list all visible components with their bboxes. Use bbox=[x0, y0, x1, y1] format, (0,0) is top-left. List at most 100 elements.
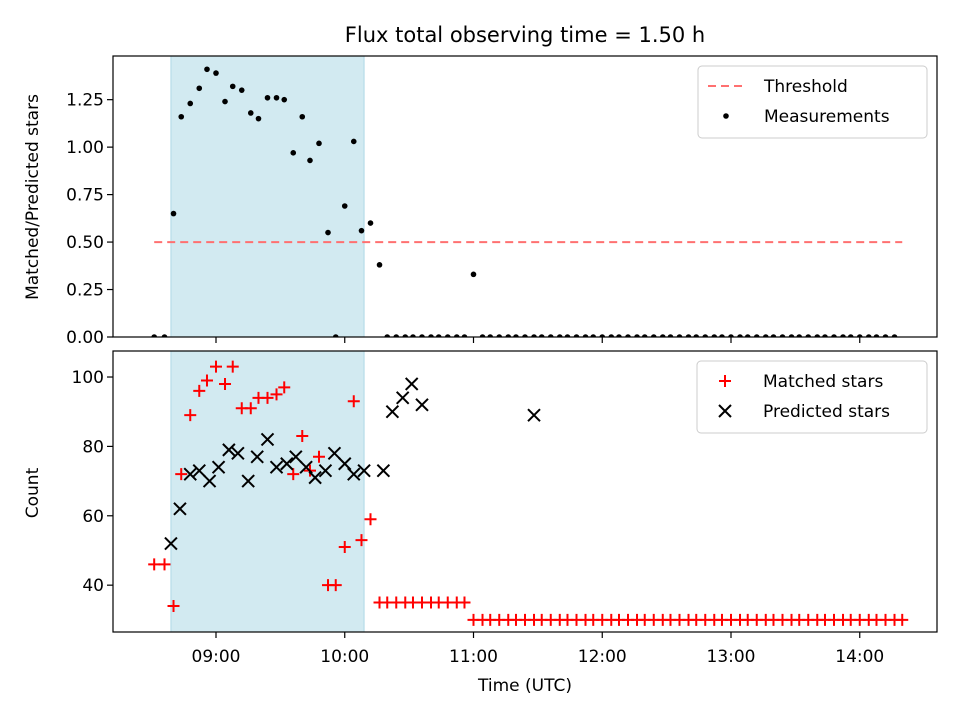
measurements-point bbox=[151, 334, 157, 337]
matched-stars-point bbox=[287, 468, 300, 481]
measurements-point bbox=[650, 334, 657, 337]
y-tick-label: 60 bbox=[82, 507, 104, 527]
measurements-point bbox=[641, 334, 648, 337]
y-tick-label: 100 bbox=[72, 368, 104, 388]
measurements-point bbox=[737, 334, 743, 337]
legend-box bbox=[697, 65, 928, 139]
matched-stars-point bbox=[313, 450, 325, 463]
predicted-stars-point bbox=[280, 457, 294, 471]
predicted-stars-point bbox=[395, 391, 410, 405]
measurements-point bbox=[616, 334, 622, 337]
measurements-point bbox=[290, 150, 297, 156]
x-tick-label: 14:00 bbox=[835, 647, 884, 667]
measurements-point bbox=[779, 334, 786, 337]
measurements-point bbox=[238, 87, 245, 93]
predicted-stars-point bbox=[308, 470, 322, 485]
measurements-point bbox=[247, 110, 254, 116]
measurements-point bbox=[547, 334, 554, 337]
measurements-point bbox=[178, 113, 185, 120]
measurements-point bbox=[341, 203, 348, 209]
legend-swatch-measurements bbox=[723, 113, 729, 119]
matched-stars-point bbox=[278, 381, 291, 394]
matched-stars-point bbox=[270, 388, 283, 401]
measurements-point bbox=[358, 227, 365, 234]
matched-stars-point bbox=[193, 384, 206, 397]
predicted-stars-point bbox=[347, 467, 361, 481]
matched-stars-point bbox=[226, 360, 239, 373]
matched-stars-point bbox=[148, 558, 161, 571]
predicted-stars-point bbox=[183, 467, 197, 481]
measurements-point bbox=[556, 334, 563, 337]
panel-0-frame bbox=[112, 55, 938, 338]
measurements-point bbox=[805, 334, 812, 337]
panel-0-plot-area bbox=[151, 66, 903, 337]
measurements-point bbox=[496, 334, 503, 337]
measurements-point bbox=[281, 96, 288, 103]
measurements-point bbox=[376, 262, 383, 268]
measurements-point bbox=[582, 334, 589, 337]
measurements-point bbox=[865, 334, 872, 337]
matched-stars-point bbox=[458, 596, 471, 609]
panel-1-plot-area bbox=[148, 360, 909, 626]
measurements-point bbox=[161, 334, 168, 337]
x-tick-label: 10:00 bbox=[320, 647, 369, 667]
measurements-point bbox=[840, 334, 846, 337]
measurements-point bbox=[728, 334, 734, 337]
y-tick-label: 0.50 bbox=[66, 233, 104, 253]
y-tick-label: 1.00 bbox=[66, 138, 104, 158]
measurements-point bbox=[599, 334, 606, 337]
measurements-point bbox=[505, 334, 512, 337]
measurements-point bbox=[564, 334, 571, 337]
chart-title: Flux total observing time = 1.50 h bbox=[345, 23, 705, 47]
measurements-point bbox=[814, 334, 821, 337]
measurements-point bbox=[573, 334, 580, 337]
measurements-point bbox=[273, 94, 280, 101]
measurements-point bbox=[435, 334, 442, 337]
measurements-point bbox=[753, 334, 760, 337]
measurements-point bbox=[796, 334, 803, 337]
matched-stars-point bbox=[364, 513, 377, 526]
measurements-point bbox=[307, 157, 313, 164]
measurements-point bbox=[831, 334, 837, 337]
legend-label: Measurements bbox=[764, 107, 890, 127]
predicted-stars-point bbox=[318, 463, 333, 478]
measurements-point bbox=[222, 98, 228, 105]
y-tick-label: 80 bbox=[82, 437, 104, 457]
measurements-point bbox=[325, 229, 331, 236]
legend-label: Threshold bbox=[763, 77, 848, 97]
measurements-point bbox=[693, 334, 700, 337]
predicted-stars-point bbox=[327, 446, 342, 461]
measurements-point bbox=[350, 138, 357, 145]
measurements-point bbox=[719, 334, 725, 337]
measurements-point bbox=[187, 100, 194, 107]
legend-label: Matched stars bbox=[763, 372, 883, 392]
measurements-point bbox=[255, 115, 262, 122]
measurements-point bbox=[608, 334, 615, 337]
measurements-point bbox=[461, 334, 468, 337]
matched-stars-point bbox=[355, 534, 368, 547]
matched-stars-point bbox=[200, 374, 213, 387]
measurements-point bbox=[264, 94, 271, 101]
matched-stars-point bbox=[158, 558, 171, 571]
matched-stars-point bbox=[219, 377, 232, 390]
measurements-point bbox=[299, 113, 306, 120]
measurements-point bbox=[847, 334, 854, 337]
matched-stars-point bbox=[244, 402, 257, 415]
measurements-point bbox=[204, 66, 210, 73]
y-tick-label: 1.25 bbox=[66, 91, 104, 111]
predicted-stars-point bbox=[173, 502, 187, 516]
x-tick-label: 11:00 bbox=[449, 647, 498, 667]
measurements-point bbox=[170, 210, 177, 217]
measurements-point bbox=[367, 220, 374, 226]
measurements-point bbox=[788, 334, 795, 337]
bottom-y-axis-label: Count bbox=[23, 467, 43, 518]
panel-1-frame bbox=[112, 350, 938, 633]
y-tick-label: 40 bbox=[82, 576, 104, 596]
measurements-point bbox=[625, 334, 631, 337]
predicted-stars-point bbox=[211, 460, 226, 474]
predicted-stars-point bbox=[202, 474, 217, 488]
measurements-point bbox=[384, 334, 391, 337]
measurements-point bbox=[332, 334, 339, 337]
predicted-stars-point bbox=[385, 405, 400, 419]
